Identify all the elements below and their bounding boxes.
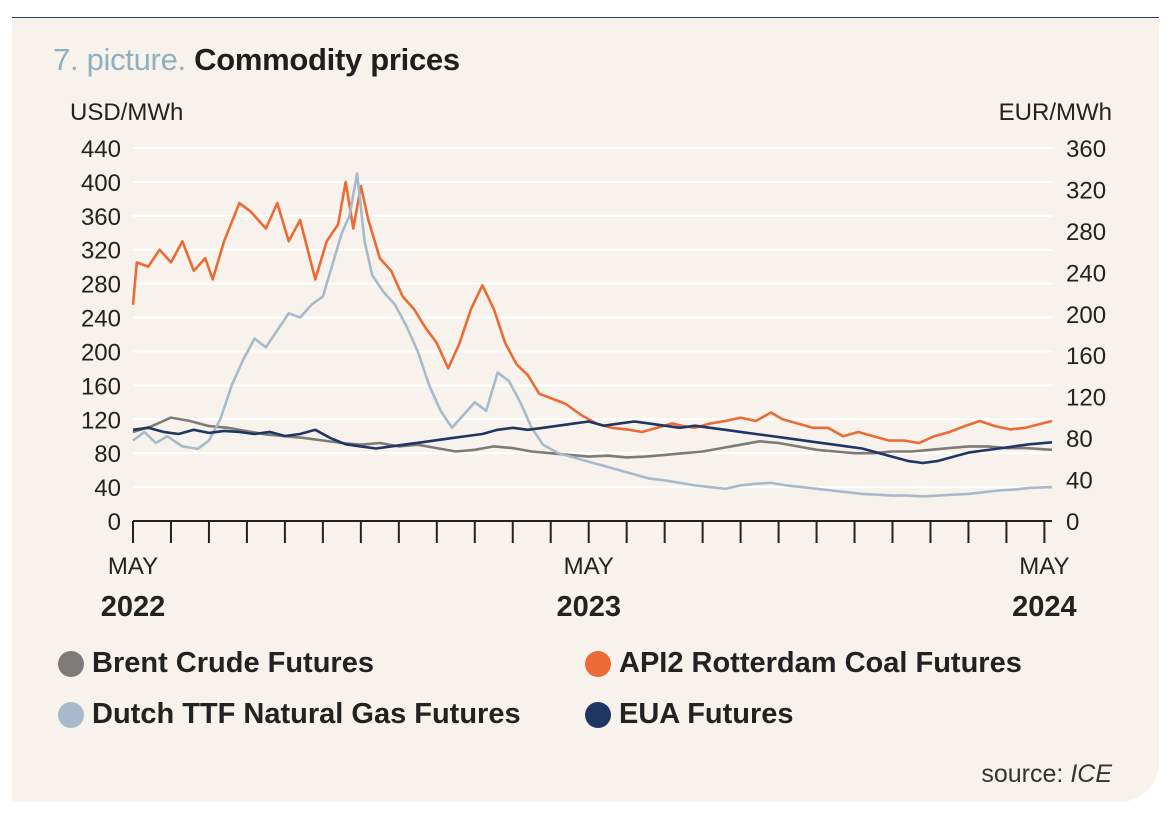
y-left-tick-label: 0 [108,509,121,536]
legend-dot-eua-icon [585,701,611,728]
y-left-tick-label: 280 [81,272,121,299]
legend-label-coal: API2 Rotterdam Coal Futures [619,647,1022,679]
source-label: source: [981,760,1064,788]
y-left-tick-label: 320 [81,238,121,265]
y-right-tick-label: 240 [1066,260,1106,287]
legend-label-eua: EUA Futures [619,698,794,730]
legend-item-coal: API2 Rotterdam Coal Futures [585,647,1022,680]
legend-dot-coal-icon [585,650,611,677]
y-left-axis-label: USD/MWh [70,99,183,126]
x-tick-year-label: 2022 [101,591,166,623]
y-left-tick-label: 360 [81,204,121,231]
chart-title: 7. picture. Commodity prices [53,42,460,78]
title-prefix: 7. picture. [53,42,186,77]
x-tick-month-label: MAY [108,553,158,580]
x-tick-year-label: 2024 [1012,591,1077,623]
source-note: source: ICE [981,760,1112,789]
title-main: Commodity prices [194,42,460,77]
x-tick-month-label: MAY [564,553,614,580]
series-line-ttf [132,172,1053,498]
legend-label-brent: Brent Crude Futures [92,647,374,679]
y-left-tick-label: 200 [81,339,121,366]
legend-item-eua: EUA Futures [585,698,794,731]
series-line-eua [132,420,1053,465]
legend-item-ttf: Dutch TTF Natural Gas Futures [58,698,521,731]
x-tick-year-label: 2023 [556,591,621,623]
y-right-tick-label: 320 [1066,177,1106,204]
y-left-tick-label: 120 [81,407,121,434]
legend-item-brent: Brent Crude Futures [58,647,374,680]
legend-dot-ttf-icon [58,701,84,728]
x-tick-month-label: MAY [1019,553,1069,580]
y-right-tick-label: 280 [1066,219,1106,246]
y-left-tick-label: 440 [81,136,121,163]
y-right-tick-label: 200 [1066,302,1106,329]
source-name: ICE [1070,760,1112,788]
chart-plot: 0 40 80 120 160 200 240 280 320 360 400 440 0 40 80 120… [70,99,1112,623]
y-left-tick-label: 80 [94,441,121,468]
legend-label-ttf: Dutch TTF Natural Gas Futures [92,698,521,730]
y-right-tick-label: 40 [1066,468,1093,495]
legend-dot-brent-icon [58,650,84,677]
series-line-coal [131,180,1053,445]
y-right-tick-label: 80 [1066,426,1093,453]
y-right-tick-label: 360 [1066,136,1106,163]
y-left-tick-label: 160 [81,373,121,400]
y-left-tick-label: 40 [94,475,121,502]
chart-panel: 7. picture. Commodity prices 0 40 80 120 160… [12,17,1159,802]
y-left-tick-label: 400 [81,170,121,197]
y-right-tick-label: 160 [1066,343,1106,370]
y-right-axis-label: EUR/MWh [999,99,1112,126]
y-left-tick-label: 240 [81,306,121,333]
y-right-tick-label: 120 [1066,385,1106,412]
y-right-tick-label: 0 [1066,509,1079,536]
